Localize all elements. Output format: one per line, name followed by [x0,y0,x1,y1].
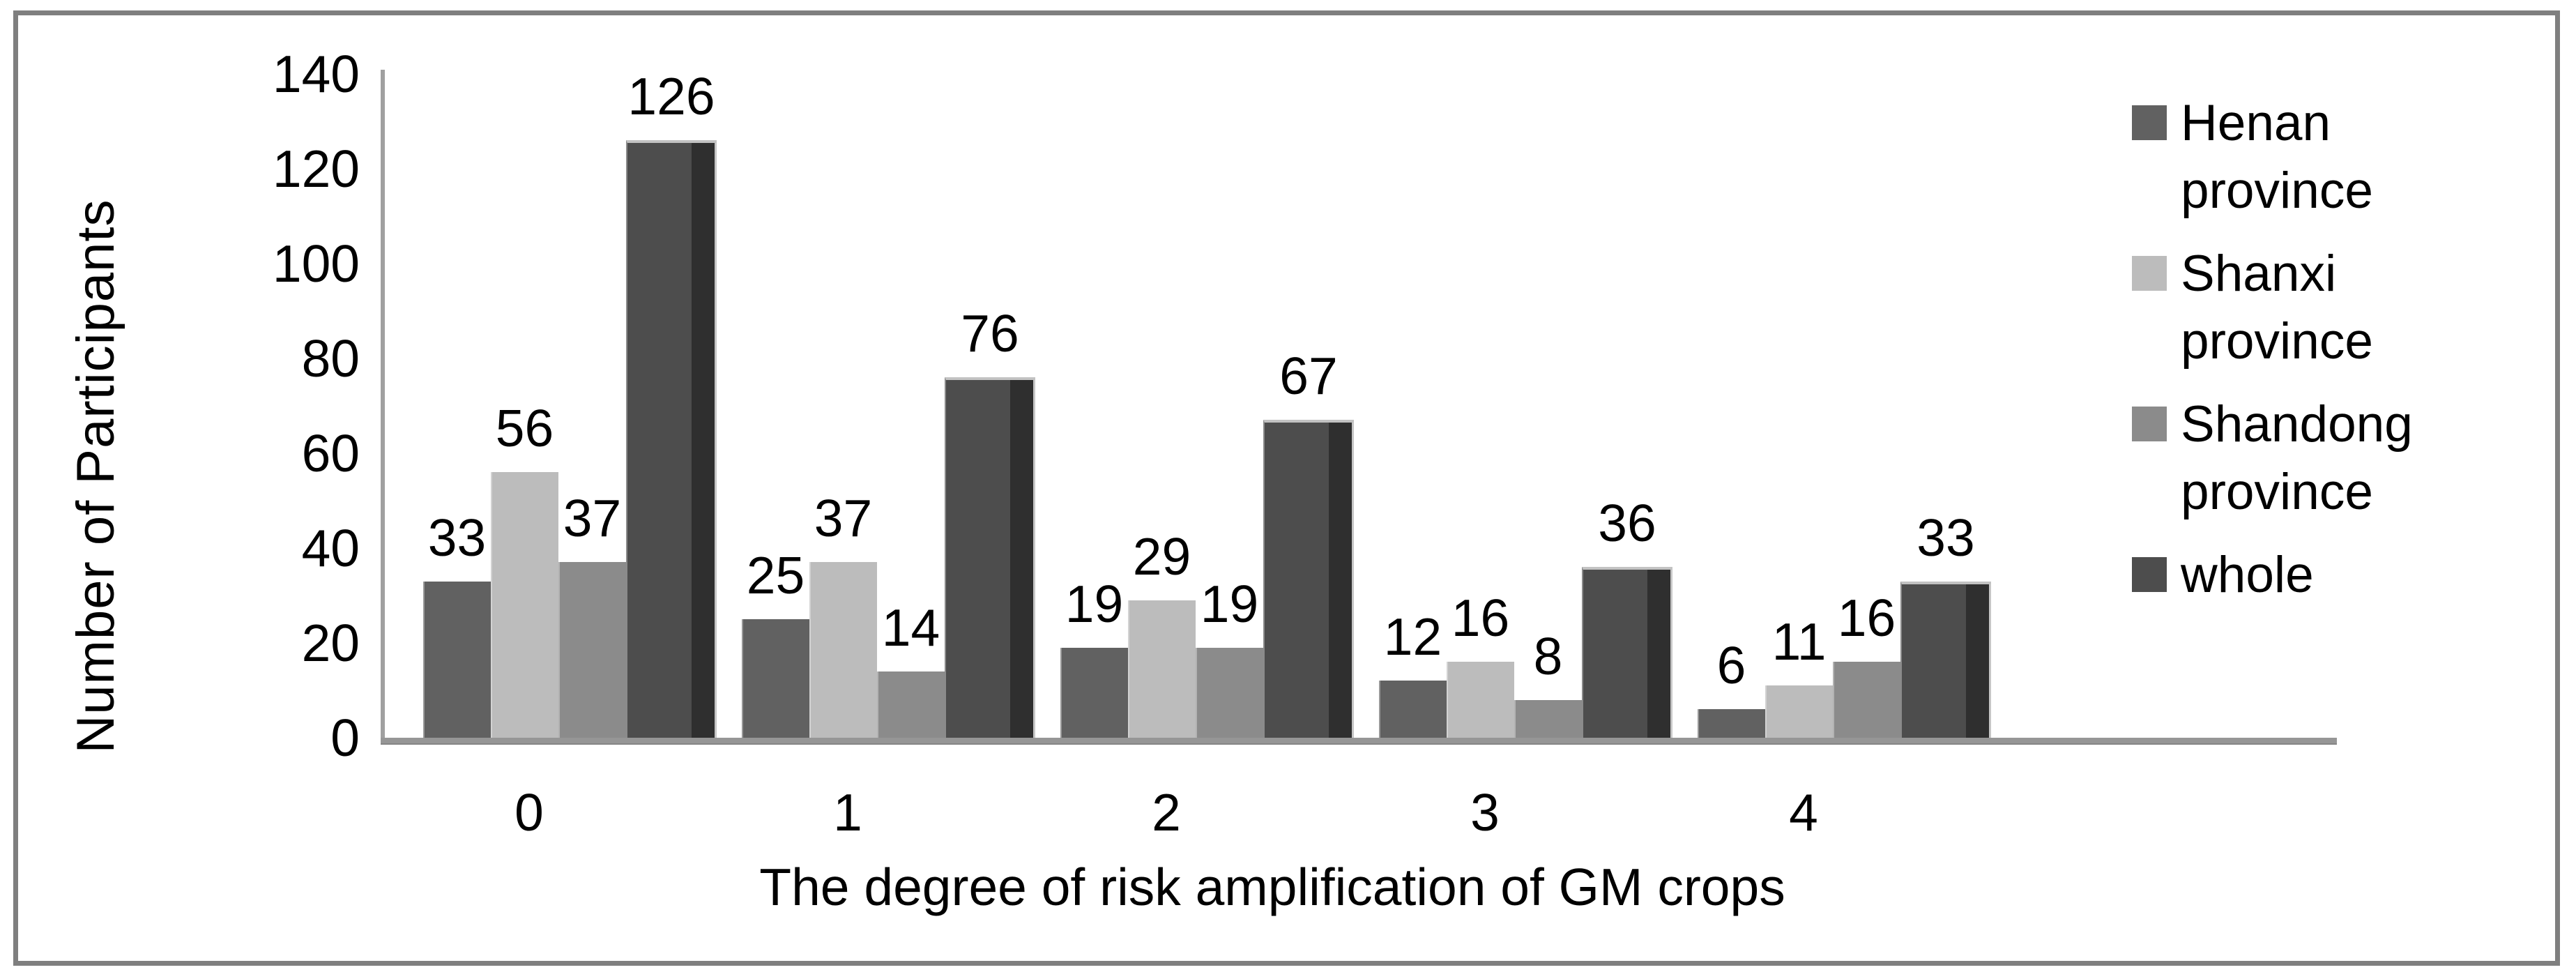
bar-value-label: 33 [427,508,487,567]
bar-value-label: 76 [961,304,1019,363]
y-tick-label-120: 120 [272,139,360,198]
legend-label: Shanxi province [2181,245,2373,370]
bar-value-label: 16 [1451,589,1510,647]
legend-item-shandong: Shandong province [2132,390,2413,526]
bar-whole-cat1 [945,377,1035,738]
bar-henan-cat0 [423,582,491,738]
y-tick-label-60: 60 [301,424,360,483]
bar-value-label: 29 [1132,527,1191,586]
x-tick-label-0: 0 [515,783,544,842]
x-tick-label-4: 4 [1789,783,1818,842]
bar-whole-cat0 [626,140,717,738]
bar-shanxi-cat2 [1128,600,1196,738]
bar-value-label: 37 [563,489,622,547]
bar-value-label: 56 [495,399,554,457]
bar-value-label: 33 [1916,508,1975,567]
bar-shandong-cat2 [1196,648,1263,738]
bar-value-label: 6 [1716,636,1746,695]
legend-label: Henan province [2181,95,2373,219]
bar-shanxi-cat3 [1447,662,1514,738]
bar-whole-cat2 [1263,420,1354,738]
y-tick-label-140: 140 [272,45,360,103]
bar-side-face [1647,570,1672,738]
bar-value-label: 19 [1065,575,1124,633]
bar-value-label: 67 [1279,347,1338,405]
y-tick-label-40: 40 [301,519,360,577]
legend-item-henan: Henan province [2132,89,2413,225]
x-tick-label-2: 2 [1152,783,1181,842]
bar-value-label: 19 [1200,575,1259,633]
y-tick-label-0: 0 [330,708,360,767]
legend-swatch [2132,557,2167,592]
bar-shandong-cat3 [1514,700,1582,738]
x-tick-label-3: 3 [1470,783,1500,842]
bar-side-face [692,143,717,738]
legend-label: Shandong province [2181,396,2413,520]
bar-value-label: 16 [1837,589,1896,647]
bar-shandong-cat1 [877,671,945,738]
y-axis-line [381,70,385,743]
bar-value-label: 12 [1383,607,1442,666]
bar-value-label: 36 [1598,494,1656,552]
y-tick-label-80: 80 [301,329,360,388]
bar-shanxi-cat0 [491,472,558,738]
x-tick-label-1: 1 [833,783,862,842]
bar-shandong-cat0 [558,562,626,738]
legend-swatch [2132,105,2167,140]
x-axis-title: The degree of risk amplification of GM c… [759,858,1785,916]
bar-henan-cat4 [1698,709,1765,738]
chart-legend: Henan province Shanxi province Shandong provi… [2132,89,2413,624]
bar-value-label: 37 [814,489,873,547]
bar-shandong-cat4 [1833,662,1900,738]
y-tick-label-20: 20 [301,614,360,672]
bar-value-label: 126 [627,67,715,126]
legend-item-whole: whole [2132,541,2413,609]
bar-shanxi-cat1 [809,562,877,738]
bar-side-face [1010,380,1035,738]
x-axis-line [381,738,2337,745]
bar-henan-cat3 [1379,681,1447,738]
bar-whole-cat3 [1582,567,1672,738]
bar-henan-cat1 [742,619,809,738]
y-axis-title: Number of Participants [66,199,125,754]
legend-swatch [2132,256,2167,291]
bar-whole-cat4 [1900,582,1991,738]
legend-label: whole [2181,547,2314,603]
bar-shanxi-cat4 [1765,685,1833,738]
bar-value-label: 25 [746,546,805,605]
legend-item-shanxi: Shanxi province [2132,240,2413,375]
bar-side-face [1329,423,1354,738]
bar-henan-cat2 [1060,648,1128,738]
bar-value-label: 11 [1771,612,1827,671]
bar-value-label: 8 [1533,627,1563,685]
legend-swatch [2132,407,2167,441]
y-tick-label-100: 100 [272,234,360,293]
bar-value-label: 14 [881,598,940,657]
bar-side-face [1966,584,1991,738]
